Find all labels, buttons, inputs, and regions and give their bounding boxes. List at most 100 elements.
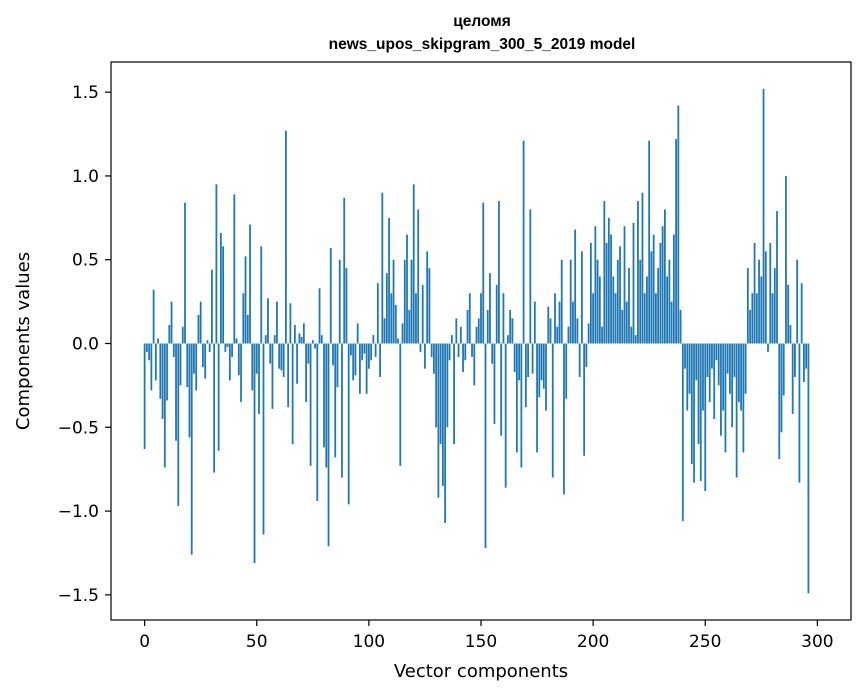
bar-131 [437,343,440,498]
bar-268 [744,343,747,394]
bar-220 [637,201,639,344]
bar-270 [749,310,751,344]
bar-30 [211,269,213,344]
bar-219 [634,335,637,344]
bar-170 [524,343,527,408]
bar-141 [459,326,462,344]
bar-275 [760,276,763,344]
bar-186 [560,259,563,344]
bar-34 [219,232,222,344]
bar-294 [803,343,805,383]
bar-41 [235,338,238,344]
bar-7 [159,343,162,399]
bar-133 [441,343,444,486]
bar-224 [646,276,648,344]
bar-159 [500,343,503,436]
bar-233 [666,276,669,344]
x-tick-label-100: 100 [353,632,385,652]
bar-266 [740,343,743,411]
bar-280 [771,293,774,344]
bar-43 [240,343,242,403]
bar-156 [493,343,496,424]
bar-116 [403,259,406,344]
bar-290 [794,343,796,378]
bar-33 [217,343,220,451]
bar-227 [652,234,655,344]
bar-85 [334,343,337,458]
bar-88 [341,343,343,478]
bar-74 [309,343,312,466]
bar-80 [323,343,325,448]
bar-173 [531,343,534,374]
bar-10 [166,343,168,401]
bar-49 [253,343,256,564]
bar-150 [480,293,482,344]
bar-259 [724,343,727,453]
bar-83 [329,248,332,344]
bar-69 [298,333,301,344]
bar-70 [300,336,303,344]
bar-113 [397,338,399,344]
bar-272 [753,242,756,344]
bar-25 [199,301,202,344]
bar-261 [729,343,731,394]
bar-193 [576,318,579,344]
bar-81 [325,343,328,468]
bar-76 [314,343,316,349]
bar-218 [632,222,635,344]
bar-32 [215,184,218,344]
bar-253 [711,343,713,369]
bar-148 [475,326,478,344]
bar-39 [231,343,233,357]
bar-196 [583,343,586,456]
bar-195 [581,251,583,344]
y-tick-label-5: 1.0 [72,167,99,187]
bar-274 [758,259,760,344]
x-tick-label-150: 150 [465,632,497,652]
bar-178 [542,343,545,389]
bar-213 [621,310,624,344]
bar-23 [195,343,198,391]
bar-179 [545,343,547,411]
bar-217 [630,326,633,344]
bar-171 [527,343,529,378]
bar-57 [271,343,274,409]
bar-106 [381,192,384,344]
bar-153 [486,310,489,344]
bar-228 [655,293,657,344]
bar-51 [258,343,260,414]
bar-225 [648,140,651,344]
bar-3 [150,343,153,391]
bar-68 [296,343,299,384]
bar-115 [401,323,404,344]
bar-15 [177,343,180,507]
bar-96 [359,343,361,394]
bar-73 [307,343,310,364]
bar-90 [345,268,348,344]
bar-18 [184,202,186,344]
bar-214 [623,226,626,344]
bar-55 [267,298,269,344]
bar-45 [244,256,247,344]
bar-167 [518,343,521,381]
bar-269 [746,268,749,344]
bar-40 [233,194,236,344]
bar-26 [202,343,204,367]
bar-286 [785,175,787,344]
bar-258 [722,343,725,411]
bar-197 [585,343,588,367]
bar-20 [188,343,191,438]
bar-169 [522,140,525,344]
bar-262 [731,343,734,428]
bar-210 [614,293,617,344]
bar-235 [670,301,673,344]
bar-181 [549,318,552,344]
bar-118 [408,310,411,344]
bar-6 [157,338,159,344]
bar-289 [791,343,794,414]
chart-title: целомя [453,13,511,30]
bar-147 [473,343,476,386]
bar-99 [365,343,368,394]
y-tick-label-6: 1.5 [72,83,99,103]
bar-1 [145,343,148,352]
